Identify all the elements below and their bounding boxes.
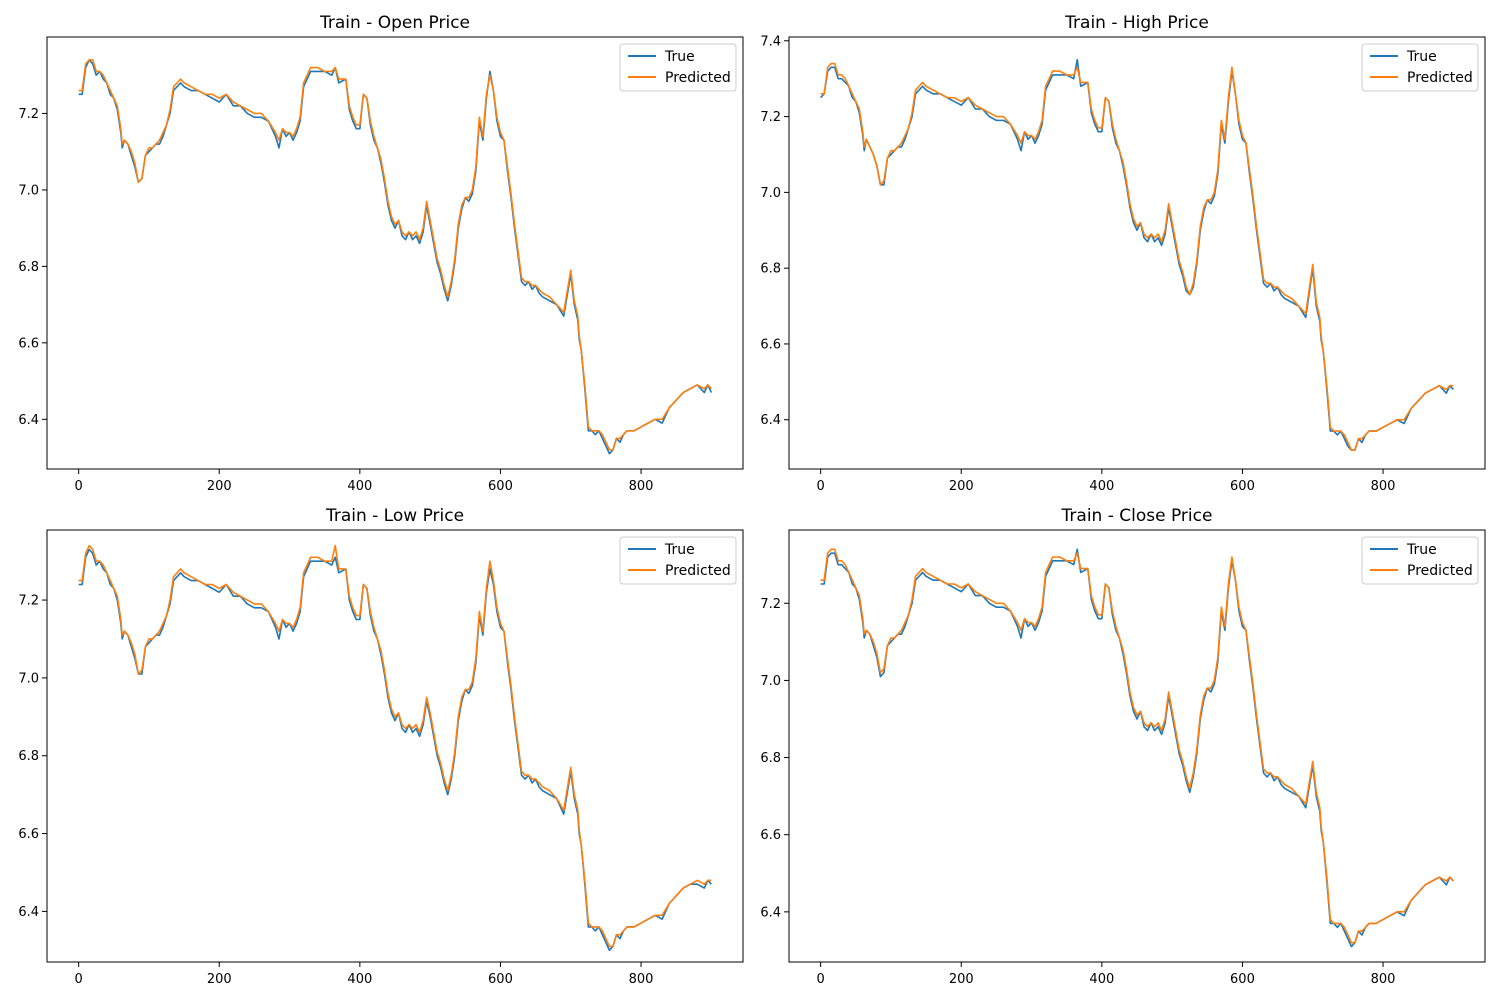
x-tick-label: 800 xyxy=(1371,972,1396,987)
x-tick-label: 600 xyxy=(1230,479,1255,494)
axes-frame xyxy=(788,36,1486,470)
legend-label-true: True xyxy=(1406,542,1437,558)
series-line-predicted xyxy=(78,59,712,451)
chart-title: Train - Open Price xyxy=(319,13,470,33)
x-tick-label: 600 xyxy=(1230,972,1255,987)
series-line-true xyxy=(820,58,1454,451)
x-tick-label: 800 xyxy=(1371,479,1396,494)
y-tick-label: 6.4 xyxy=(760,413,781,428)
y-tick-label: 6.6 xyxy=(760,337,781,352)
chart-panel-3: 0 200 400 600 800 6.4 6.6 6.8 7.0 7.2 Train - Low … xyxy=(18,506,744,987)
y-tick-label: 6.8 xyxy=(18,749,39,764)
x-tick-label: 0 xyxy=(74,972,82,987)
series-line-true xyxy=(78,548,712,952)
x-tick-label: 400 xyxy=(347,972,372,987)
y-tick-label: 6.6 xyxy=(18,827,39,842)
y-tick-label: 7.0 xyxy=(760,674,781,689)
legend-label-predicted: Predicted xyxy=(1407,70,1473,86)
legend-label-true: True xyxy=(664,542,695,558)
y-tick-label: 7.2 xyxy=(18,107,39,122)
y-tick-label: 6.8 xyxy=(760,262,781,277)
x-tick-label: 600 xyxy=(488,479,513,494)
y-tick-label: 6.8 xyxy=(18,260,39,275)
legend-label-predicted: Predicted xyxy=(665,70,731,86)
y-tick-label: 6.6 xyxy=(760,828,781,843)
x-tick-label: 0 xyxy=(816,972,824,987)
y-tick-label: 6.4 xyxy=(760,905,781,920)
x-tick-label: 0 xyxy=(816,479,824,494)
y-tick-label: 7.0 xyxy=(18,671,39,686)
chart-title: Train - High Price xyxy=(1064,13,1209,33)
x-tick-label: 200 xyxy=(207,479,232,494)
y-tick-label: 7.4 xyxy=(760,34,781,49)
x-tick-label: 800 xyxy=(629,972,654,987)
series-line-predicted xyxy=(78,544,712,948)
x-tick-label: 200 xyxy=(949,972,974,987)
x-tick-label: 0 xyxy=(74,479,82,494)
x-tick-label: 800 xyxy=(629,479,654,494)
series-line-predicted xyxy=(820,62,1454,451)
chart-panel-4: 0 200 400 600 800 6.4 6.6 6.8 7.0 7.2 Train - Clos… xyxy=(760,506,1486,987)
chart-title: Train - Close Price xyxy=(1061,506,1213,526)
chart-title: Train - Low Price xyxy=(325,506,464,526)
legend-label-true: True xyxy=(664,49,695,65)
chart-panel-1: 0 200 400 600 800 6.4 6.6 6.8 7.0 7.2 Train - Open… xyxy=(18,13,744,494)
y-tick-label: 7.2 xyxy=(760,110,781,125)
axes-frame xyxy=(46,36,744,470)
y-tick-label: 7.2 xyxy=(18,594,39,609)
x-tick-label: 200 xyxy=(207,972,232,987)
x-tick-label: 400 xyxy=(1089,479,1114,494)
y-tick-label: 6.4 xyxy=(18,905,39,920)
x-tick-label: 600 xyxy=(488,972,513,987)
legend-label-true: True xyxy=(1406,49,1437,65)
x-tick-label: 400 xyxy=(1089,972,1114,987)
y-tick-label: 6.4 xyxy=(18,413,39,428)
y-tick-label: 6.8 xyxy=(760,751,781,766)
y-tick-label: 6.6 xyxy=(18,336,39,351)
y-tick-label: 7.0 xyxy=(18,183,39,198)
axes-frame xyxy=(788,529,1486,963)
series-line-true xyxy=(820,548,1454,948)
legend-label-predicted: Predicted xyxy=(665,563,731,579)
y-tick-label: 7.2 xyxy=(760,597,781,612)
x-tick-label: 200 xyxy=(949,479,974,494)
series-line-true xyxy=(78,59,713,455)
x-tick-label: 400 xyxy=(347,479,372,494)
series-line-predicted xyxy=(820,548,1454,944)
chart-panel-2: 0 200 400 600 800 6.4 6.6 6.8 7.0 7.2 7.4 Train - H… xyxy=(760,13,1486,494)
y-tick-label: 7.0 xyxy=(760,186,781,201)
axes-frame xyxy=(46,529,744,963)
legend-label-predicted: Predicted xyxy=(1407,563,1473,579)
